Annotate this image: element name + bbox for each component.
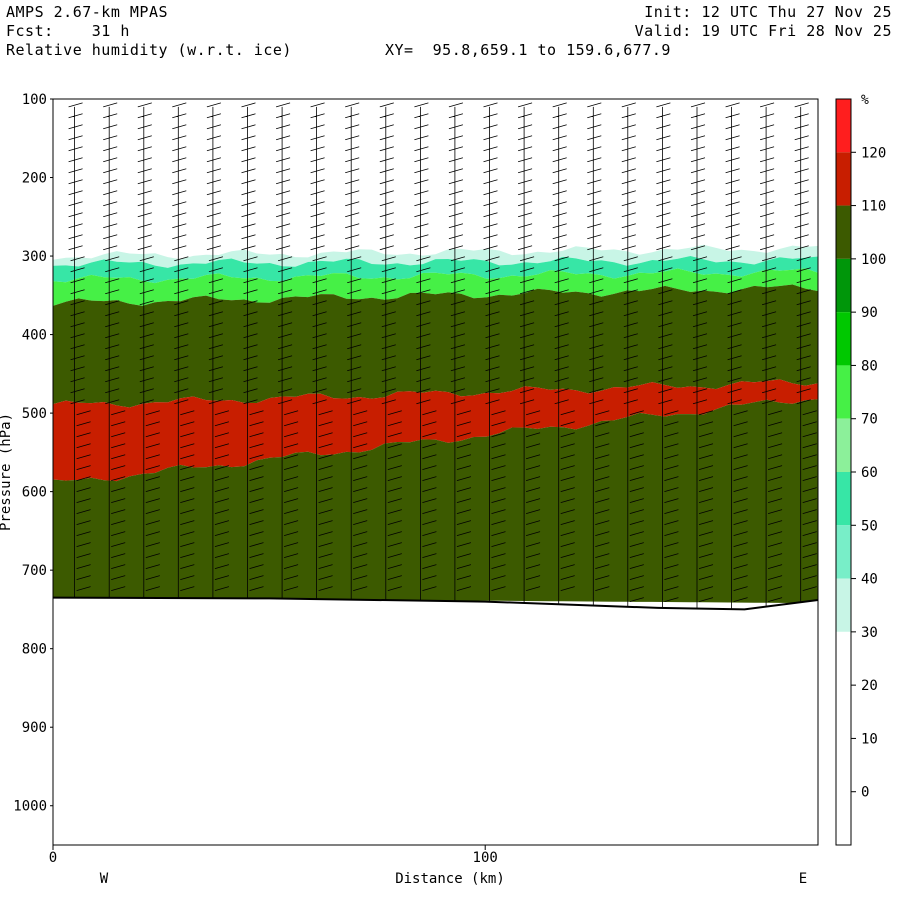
wind-barb-column	[552, 102, 575, 605]
colorbar-tick-label: 50	[861, 518, 878, 534]
wind-barb-column	[345, 102, 368, 600]
rh-layer-rh_100_110	[53, 399, 818, 604]
colorbar-tick-label: 100	[861, 252, 886, 268]
cross-section-xy: XY= 95.8,659.1 to 159.6,677.9	[385, 41, 671, 59]
colorbar-segment	[836, 578, 851, 632]
wind-barb-column	[690, 102, 714, 609]
colorbar-segment	[836, 205, 851, 259]
rh-layer-rh_40_60	[53, 256, 818, 284]
wind-barb-column	[725, 102, 748, 610]
wind-barb-column	[517, 102, 541, 603]
colorbar-segment	[836, 152, 851, 206]
y-tick-label: 400	[22, 328, 47, 344]
colorbar-segment	[836, 365, 851, 419]
colorbar-tick-label: 90	[861, 305, 878, 321]
wind-barb-column	[656, 102, 679, 608]
y-axis-label: Pressure (hPa)	[0, 413, 14, 531]
colorbar-tick-label: 60	[861, 465, 878, 481]
colorbar-segment	[836, 685, 851, 739]
y-tick-label: 600	[22, 485, 47, 501]
colorbar-segment	[836, 258, 851, 313]
wind-barb-column	[587, 102, 610, 606]
init-time: Init: 12 UTC Thu 27 Nov 25	[644, 3, 892, 21]
wind-barb-column	[103, 102, 126, 598]
colorbar-tick-label: 20	[861, 678, 878, 694]
model-title: AMPS 2.67-km MPAS	[6, 3, 169, 21]
wind-barb-column	[414, 102, 437, 601]
wind-barb-column	[68, 102, 91, 598]
y-tick-label: 500	[22, 406, 47, 422]
rh-layer-rh_30_40	[53, 244, 818, 268]
colorbar-tick-label: 120	[861, 145, 886, 161]
colorbar-tick-label: 40	[861, 572, 878, 588]
colorbar-unit: %	[861, 93, 869, 108]
y-tick-label: 200	[22, 171, 47, 187]
y-tick-label: 900	[22, 720, 47, 736]
ground-line	[52, 596, 819, 611]
colorbar-tick-label: 80	[861, 358, 878, 374]
rh-layer-rh_60_90	[53, 268, 818, 306]
colorbar-tick-label: 70	[861, 412, 878, 428]
x-axis-label: Distance (km)	[395, 871, 505, 887]
wind-barb-column	[483, 102, 506, 602]
colorbar-segment	[836, 738, 851, 792]
colorbar-tick-label: 10	[861, 731, 878, 747]
x-tick-label: 0	[49, 850, 57, 866]
valid-time: Valid: 19 UTC Fri 28 Nov 25	[634, 22, 892, 40]
colorbar-segment	[836, 418, 851, 472]
wind-barb-column	[379, 102, 402, 601]
colorbar-segment	[836, 631, 851, 686]
colorbar-tick-label: 110	[861, 199, 886, 215]
colorbar-segment	[836, 99, 851, 153]
colorbar-tick-label: 30	[861, 625, 878, 641]
x-end-label-west: W	[100, 871, 109, 887]
x-end-label-east: E	[799, 871, 807, 887]
y-tick-label: 300	[22, 249, 47, 265]
wind-barb-column	[241, 102, 264, 599]
wind-barb-column	[206, 102, 230, 599]
y-tick-label: 700	[22, 563, 47, 579]
wind-barb-column	[172, 102, 195, 599]
colorbar-segment	[836, 525, 851, 579]
field-name: Relative humidity (w.r.t. ice)	[6, 41, 292, 59]
wind-barb-column	[759, 102, 783, 607]
wind-barb-column	[137, 102, 160, 598]
wind-barb-column	[310, 102, 333, 600]
y-tick-label: 800	[22, 642, 47, 658]
forecast-hour: Fcst: 31 h	[6, 22, 130, 40]
colorbar-segment	[836, 312, 851, 366]
y-tick-label: 100	[22, 92, 47, 108]
wind-barb-column	[275, 102, 299, 599]
plot-frame	[52, 98, 819, 846]
colorbar-tick-label: 0	[861, 785, 869, 801]
wind-barb-column	[794, 102, 817, 603]
x-tick-label: 100	[473, 850, 498, 866]
colorbar-segment	[836, 472, 851, 526]
below-ground-mask	[53, 597, 818, 845]
wind-barb-column	[448, 102, 472, 602]
y-tick-label: 1000	[13, 799, 47, 815]
colorbar-segment	[836, 791, 851, 845]
rh-layer-rh_110_120	[53, 379, 818, 482]
wind-barb-column	[621, 102, 644, 607]
